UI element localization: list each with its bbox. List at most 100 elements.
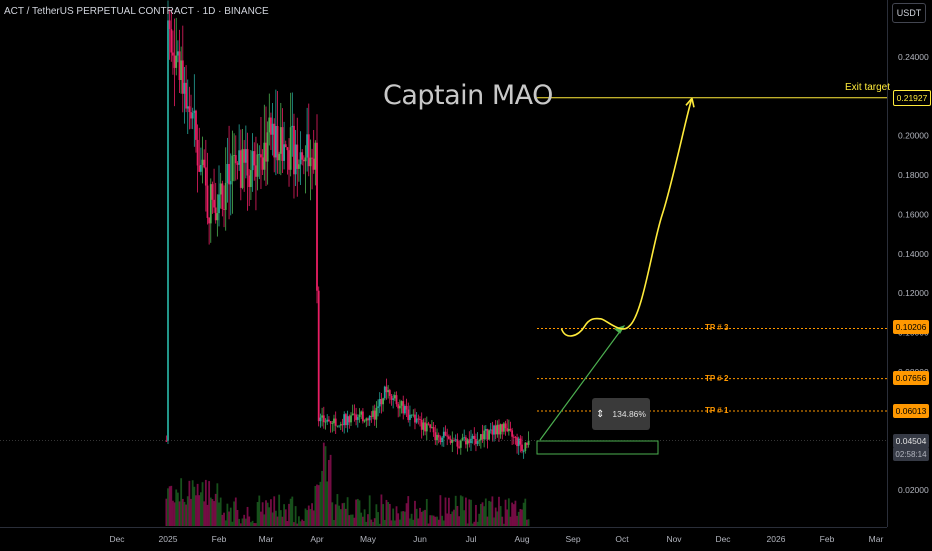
candle-body: [431, 427, 433, 428]
volume-bar: [288, 503, 290, 526]
volume-bar: [224, 520, 227, 526]
y-tick-label: 0.20000: [898, 131, 929, 141]
candle-body: [289, 127, 292, 170]
candle-body: [236, 163, 239, 165]
x-tick-label: Dec: [109, 534, 125, 544]
volume-bar: [478, 513, 481, 526]
volume-bar: [404, 511, 406, 526]
candle-body: [503, 423, 505, 432]
volume-bar: [291, 496, 294, 526]
currency-button[interactable]: USDT: [892, 3, 926, 23]
candle-body: [281, 127, 284, 161]
volume-bar: [392, 508, 395, 526]
candle-body: [274, 125, 277, 158]
candle-body: [458, 446, 460, 448]
volume-bar: [476, 521, 479, 526]
tp3-label: TP # 3: [705, 323, 729, 332]
volume-bar: [348, 515, 351, 526]
volume-bar: [479, 503, 482, 526]
candle-body: [260, 154, 262, 158]
time-axis[interactable]: [0, 527, 887, 551]
candle-body: [451, 439, 454, 443]
volume-bar: [260, 511, 262, 526]
volume-bar: [338, 505, 340, 526]
candle-body: [196, 139, 199, 166]
volume-bar: [358, 500, 361, 526]
candle-body: [173, 55, 176, 68]
volume-bar: [503, 523, 505, 526]
y-tick-label: 0.18000: [898, 170, 929, 180]
candle-body: [216, 213, 219, 221]
volume-bar: [284, 509, 287, 526]
candle-body: [362, 411, 364, 422]
volume-bar: [286, 521, 289, 526]
candle-body: [516, 437, 518, 447]
volume-bar: [402, 511, 405, 526]
candle-body: [271, 123, 274, 135]
candle-body: [429, 424, 432, 428]
candle-body: [383, 386, 386, 399]
x-tick-label: 2025: [159, 534, 178, 544]
volume-bar: [436, 516, 438, 526]
candle-body: [175, 55, 178, 68]
candle-body: [291, 125, 294, 128]
volume-bar: [519, 508, 522, 526]
candle-body: [167, 20, 169, 441]
volume-bar: [360, 512, 363, 526]
volume-bar: [417, 518, 420, 526]
volume-bar: [405, 503, 408, 526]
volume-bar: [441, 515, 443, 526]
volume-bar: [353, 517, 356, 526]
candle-body: [491, 429, 494, 435]
volume-bar: [454, 495, 457, 526]
volume-bar: [422, 510, 425, 526]
candle-body: [498, 424, 500, 435]
candle-body: [350, 415, 352, 423]
candle-body: [473, 435, 476, 440]
volume-bar: [165, 498, 168, 526]
volume-bar: [385, 499, 388, 526]
candle-body: [218, 194, 220, 214]
candle-body: [437, 434, 440, 438]
volume-bar: [429, 515, 432, 526]
volume-bar: [204, 479, 207, 526]
volume-bar: [180, 478, 183, 526]
candle-body: [341, 424, 344, 426]
volume-bar: [271, 512, 274, 526]
volume-bar: [425, 499, 428, 526]
candle-body: [223, 209, 225, 210]
buy-zone-rect: [536, 440, 659, 455]
volume-bar: [362, 516, 364, 526]
candle-body: [448, 436, 450, 439]
candle-body: [356, 417, 359, 420]
volume-bar: [432, 515, 435, 526]
candle-body: [377, 406, 379, 408]
volume-bar: [516, 515, 518, 526]
volume-bar: [499, 506, 502, 526]
volume-bar: [223, 512, 225, 526]
x-tick-label: Sep: [565, 534, 580, 544]
volume-bar: [321, 470, 323, 526]
price-axis[interactable]: [887, 0, 932, 527]
candle-body: [422, 422, 425, 430]
candle-body: [336, 425, 339, 427]
x-tick-label: Oct: [615, 534, 629, 544]
candle-body: [378, 398, 381, 407]
candle-body: [288, 150, 290, 170]
candle-body: [436, 434, 438, 441]
volume-bar: [509, 516, 512, 526]
candle-body: [324, 421, 327, 423]
volume-bar: [294, 506, 297, 526]
volume-bar: [201, 482, 204, 526]
measure-box[interactable]: ⇕ 134.86%: [592, 398, 650, 430]
candle-body: [483, 430, 486, 440]
candle-body: [214, 207, 217, 221]
volume-bar: [373, 518, 376, 526]
candle-body: [165, 440, 168, 442]
candle-body: [191, 112, 194, 119]
candle-body: [228, 163, 230, 185]
volume-bar: [312, 510, 315, 526]
candle-body: [388, 390, 391, 396]
candle-body: [509, 428, 512, 431]
